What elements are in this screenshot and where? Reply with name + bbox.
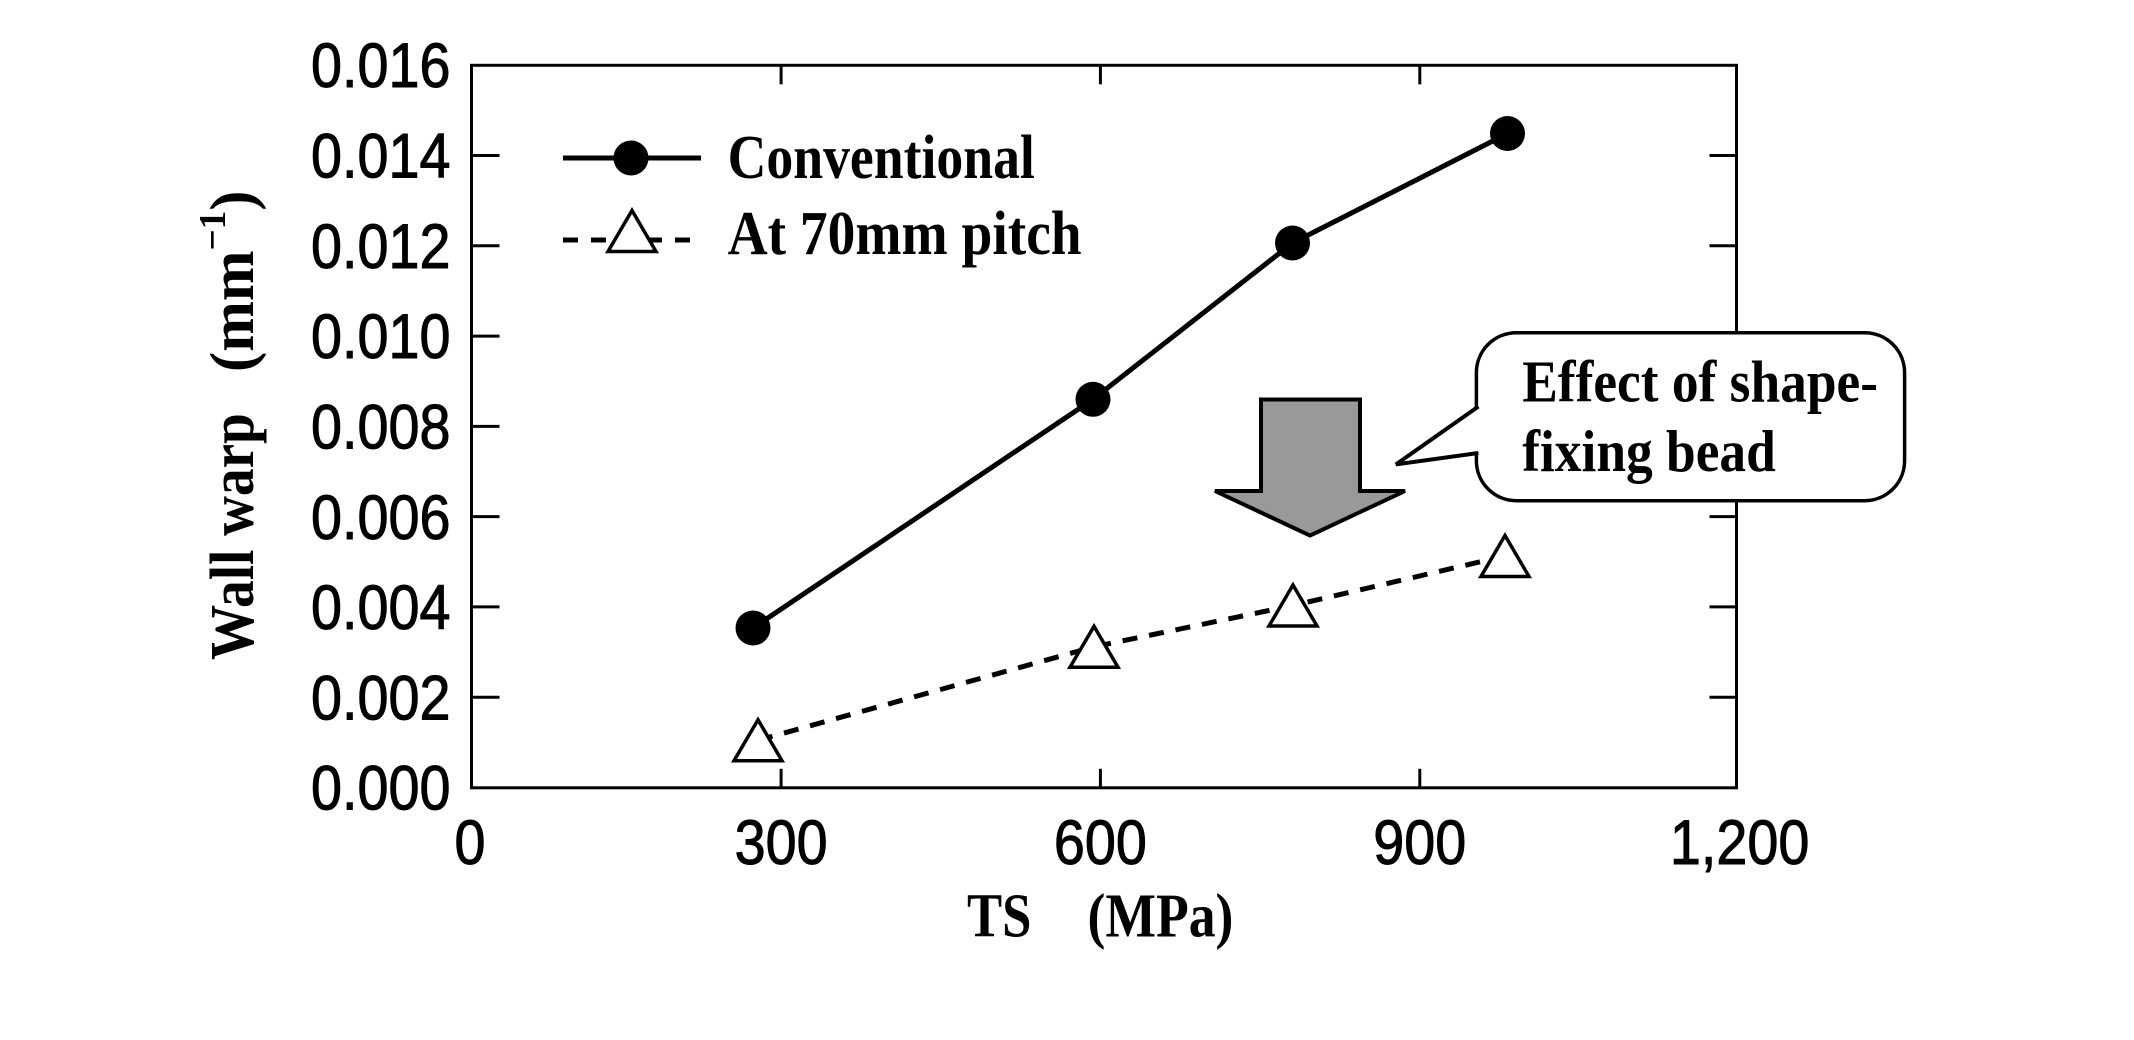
svg-text:0.012: 0.012 bbox=[311, 211, 450, 282]
svg-text:0.002: 0.002 bbox=[311, 662, 450, 733]
svg-text:600: 600 bbox=[1054, 807, 1147, 878]
svg-text:0.000: 0.000 bbox=[311, 753, 450, 824]
svg-text:Effect of shape-: Effect of shape- bbox=[1522, 350, 1878, 415]
svg-text:0.010: 0.010 bbox=[311, 301, 450, 372]
svg-text:Conventional: Conventional bbox=[728, 123, 1035, 192]
svg-text:0.008: 0.008 bbox=[311, 391, 450, 462]
svg-text:1,200: 1,200 bbox=[1670, 807, 1809, 878]
svg-text:0.004: 0.004 bbox=[311, 572, 450, 643]
svg-text:0.006: 0.006 bbox=[311, 482, 450, 553]
svg-text:TS: TS bbox=[967, 883, 1031, 951]
svg-text:At 70mm pitch: At 70mm pitch bbox=[728, 199, 1082, 268]
svg-text:0.016: 0.016 bbox=[311, 30, 450, 101]
svg-text:0.014: 0.014 bbox=[311, 120, 450, 191]
svg-text:0: 0 bbox=[454, 807, 485, 878]
svg-text:Wall warp: Wall warp bbox=[198, 413, 267, 660]
svg-text:(MPa): (MPa) bbox=[1088, 881, 1234, 951]
svg-text:fixing bead: fixing bead bbox=[1522, 420, 1776, 485]
svg-text:300: 300 bbox=[735, 807, 828, 878]
svg-text:900: 900 bbox=[1373, 807, 1466, 878]
